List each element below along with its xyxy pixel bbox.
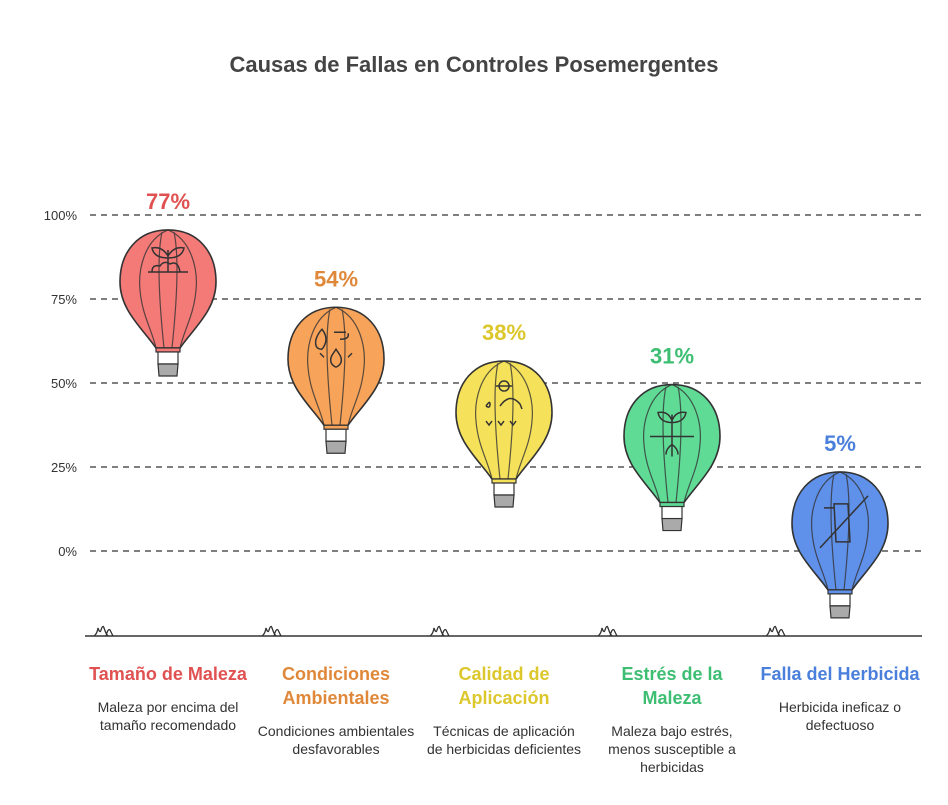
category-description: Condiciones ambientales desfavorables: [257, 723, 415, 757]
balloon-seams: [475, 360, 533, 480]
balloon: [287, 306, 385, 454]
balloon: [623, 383, 721, 532]
balloon-ropes: [661, 505, 683, 520]
balloon-seams: [139, 229, 197, 349]
weather-icon: [314, 328, 353, 368]
basket-icon: [157, 363, 179, 377]
grass-icon: [765, 625, 786, 637]
balloon-envelope: [287, 306, 385, 427]
grass-icon: [429, 625, 450, 637]
balloon-ring: [491, 478, 517, 484]
balloon-ropes: [829, 593, 851, 607]
category-label: Falla del Herbicida: [760, 664, 920, 684]
basket-icon: [661, 517, 683, 532]
category-description: Herbicida ineficaz o defectuoso: [778, 699, 902, 733]
basket-icon: [493, 494, 515, 508]
basket-icon: [829, 605, 851, 619]
value-label: 31%: [650, 344, 694, 369]
category-description: Técnicas de aplicación de herbicidas def…: [426, 723, 582, 757]
category-label: Estrés de la Maleza: [621, 664, 723, 708]
category-description: Maleza bajo estrés, menos susceptible a …: [608, 723, 736, 775]
balloon-seams: [643, 383, 701, 503]
balloon-ring: [659, 501, 685, 508]
balloon-ropes: [325, 428, 347, 442]
value-label: 5%: [824, 431, 856, 456]
no-sprayer-icon: [819, 495, 869, 549]
balloon: [119, 229, 217, 377]
grass-icon: [597, 625, 618, 637]
balloon-envelope: [119, 229, 217, 349]
icon-path: [314, 328, 353, 368]
balloon-envelope: [455, 360, 553, 480]
icon-path: [485, 380, 523, 427]
sprayer-person-icon: [485, 380, 523, 427]
balloon-ring: [323, 424, 349, 430]
value-label: 77%: [146, 189, 190, 214]
y-tick-label: 100%: [44, 208, 78, 223]
balloon: [791, 471, 889, 619]
y-tick-label: 25%: [51, 460, 77, 475]
plant-roots-icon: [650, 411, 694, 457]
basket-icon: [325, 440, 347, 454]
balloon: [455, 360, 553, 508]
category-label: Tamaño de Maleza: [89, 664, 247, 684]
y-tick-label: 50%: [51, 376, 77, 391]
balloon-ring: [155, 347, 181, 353]
icon-path: [148, 246, 188, 273]
category: Calidad de Aplicación Técnicas de aplicac…: [424, 662, 584, 758]
y-tick-label: 75%: [51, 292, 77, 307]
value-label: 54%: [314, 266, 358, 291]
chart-title: Causas de Fallas en Controles Posemergen…: [229, 52, 719, 77]
plant-soil-icon: [148, 246, 188, 273]
category: Tamaño de Maleza Maleza por encima del ta…: [88, 662, 248, 734]
category-description: Maleza por encima del tamaño recomendado: [97, 699, 239, 733]
value-label: 38%: [482, 320, 526, 345]
category-label: Calidad de Aplicación: [458, 664, 550, 708]
category-label: Condiciones Ambientales: [281, 664, 390, 708]
balloon-ropes: [157, 351, 179, 365]
balloon-envelope: [791, 471, 889, 591]
icon-path: [650, 411, 694, 457]
grass-icon: [261, 625, 282, 637]
balloon-ropes: [493, 482, 515, 496]
y-tick-label: 0%: [58, 544, 77, 559]
balloon-seams: [811, 471, 869, 591]
balloon-seams: [307, 306, 365, 426]
category: Condiciones Ambientales Condiciones ambie…: [256, 662, 416, 758]
category: Estrés de la Maleza Maleza bajo estrés, m…: [592, 662, 752, 776]
category: Falla del Herbicida Herbicida ineficaz o …: [760, 662, 920, 734]
grass-icon: [93, 625, 114, 637]
icon-path: [819, 495, 869, 549]
